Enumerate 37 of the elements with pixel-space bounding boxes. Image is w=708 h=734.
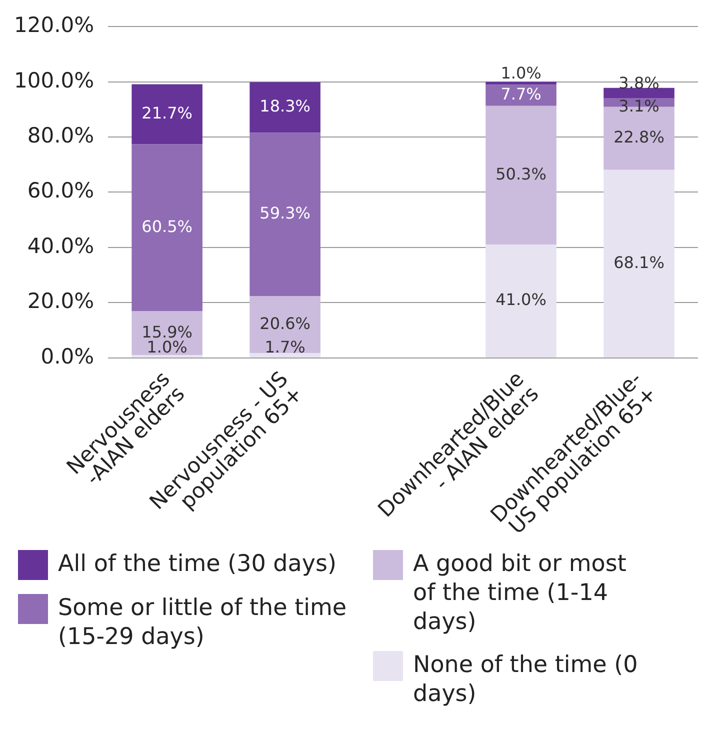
bar	[604, 88, 674, 98]
bar	[132, 144, 202, 312]
data-label: 1.7%	[264, 338, 306, 357]
data-label: 3.8%	[618, 73, 660, 92]
y-tick-label: 120.0%	[14, 13, 94, 38]
data-label: 22.8%	[614, 128, 664, 147]
bar	[486, 244, 556, 358]
y-tick-label: 100.0%	[14, 68, 94, 92]
y-tick-label: 0.0%	[40, 344, 94, 368]
legend-label: Some or little of the time (15-29 days)	[58, 594, 348, 652]
y-tick-label: 20.0%	[27, 289, 94, 314]
bar	[250, 132, 320, 296]
data-label: 59.3%	[260, 204, 310, 223]
data-label: 41.0%	[496, 290, 546, 310]
bar	[250, 353, 320, 358]
bar	[132, 84, 202, 144]
bar	[486, 84, 556, 106]
data-label: 60.5%	[142, 216, 192, 236]
data-label: 20.6%	[260, 314, 310, 333]
y-tick-label: 80.0%	[27, 123, 94, 148]
data-label: 21.7%	[142, 103, 192, 122]
bar	[486, 82, 556, 85]
legend-label: All of the time (30 days)	[58, 550, 336, 579]
data-label: 3.1%	[618, 96, 660, 116]
legend-label: None of the time (0 days)	[413, 651, 639, 709]
bar	[486, 106, 556, 245]
legend-label: A good bit or most of the time (1-14 days)	[413, 550, 628, 637]
data-label: 18.3%	[260, 96, 310, 116]
data-label: 50.3%	[496, 164, 546, 184]
bar	[250, 82, 320, 133]
y-tick-label: 60.0%	[27, 178, 94, 203]
data-label: 68.1%	[614, 252, 664, 272]
bar	[604, 170, 674, 358]
y-tick-label: 40.0%	[27, 234, 94, 258]
bar	[250, 296, 320, 354]
data-label: 1.0%	[500, 63, 542, 82]
data-label: 7.7%	[500, 84, 542, 104]
